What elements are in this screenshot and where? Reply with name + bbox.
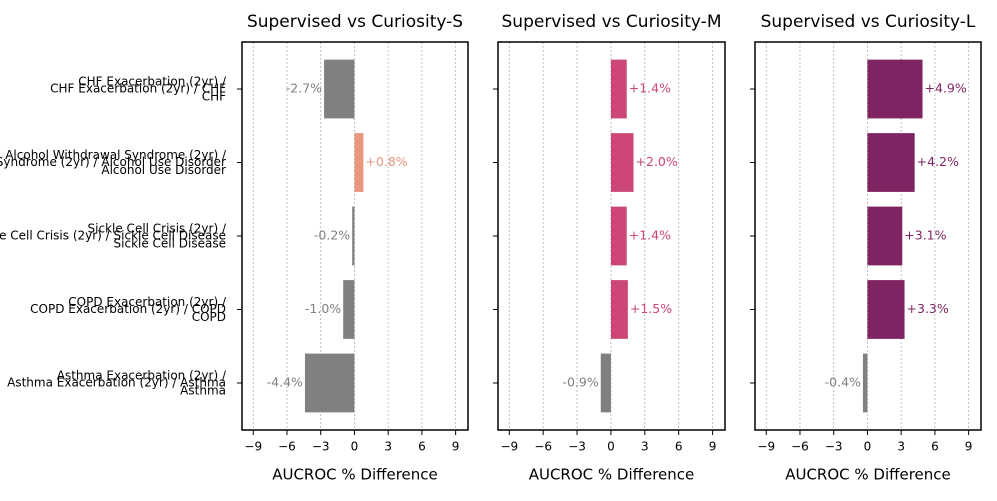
- value-label: -1.0%: [305, 301, 341, 316]
- y-tick-label: CHF Exacerbation (2yr) / CHFCHF Exacerba…: [50, 74, 227, 103]
- bar: [867, 206, 903, 266]
- value-label: +0.8%: [365, 154, 407, 169]
- x-tick-label: 0: [351, 440, 359, 454]
- bar: [610, 206, 627, 266]
- x-axis-label: AUCROC % Difference: [272, 466, 438, 484]
- value-label: -0.9%: [562, 374, 598, 389]
- bar: [352, 206, 355, 266]
- bar: [867, 133, 915, 192]
- value-label: -4.4%: [267, 374, 303, 389]
- value-label: +3.3%: [907, 301, 949, 316]
- x-tick-label: −6: [278, 440, 296, 454]
- bar: [304, 353, 355, 413]
- x-tick-label: 3: [897, 440, 905, 454]
- value-label: +2.0%: [636, 154, 678, 169]
- x-tick-label: 6: [675, 440, 683, 454]
- x-tick-label: 9: [452, 440, 460, 454]
- x-tick-label: 0: [864, 440, 872, 454]
- x-tick-label: −9: [757, 440, 775, 454]
- x-tick-label: −3: [825, 440, 843, 454]
- y-tick-label: Alcohol Withdrawal Syndrome (2yr) / Alco…: [0, 148, 227, 177]
- y-tick-label: Sickle Cell Crisis (2yr) / Sickle Cell D…: [0, 221, 227, 250]
- bar: [867, 280, 905, 339]
- chart-title: Supervised vs Curiosity-S: [247, 12, 463, 32]
- y-tick-label: Asthma Exacerbation (2yr) / AsthmaAsthma…: [7, 368, 227, 397]
- x-axis-label: AUCROC % Difference: [529, 466, 695, 484]
- value-label: +3.1%: [904, 228, 946, 243]
- x-tick-label: 9: [709, 440, 717, 454]
- x-tick-label: −3: [312, 440, 330, 454]
- bar: [324, 59, 355, 119]
- x-tick-label: −3: [568, 440, 586, 454]
- chart-title: Supervised vs Curiosity-M: [502, 12, 722, 32]
- bar: [862, 353, 868, 413]
- value-label: -0.4%: [825, 374, 861, 389]
- x-tick-label: −6: [534, 440, 552, 454]
- value-label: +4.9%: [925, 81, 967, 96]
- value-label: +4.2%: [917, 154, 959, 169]
- x-tick-label: −9: [500, 440, 518, 454]
- x-tick-label: −6: [791, 440, 809, 454]
- x-tick-label: 6: [931, 440, 939, 454]
- bar: [610, 59, 627, 119]
- bar: [610, 133, 634, 192]
- axes-frame: [497, 41, 726, 431]
- value-label: -2.7%: [286, 81, 322, 96]
- x-tick-label: 3: [641, 440, 649, 454]
- chart-title: Supervised vs Curiosity-L: [761, 12, 976, 32]
- x-tick-label: 3: [384, 440, 392, 454]
- x-tick-label: −9: [244, 440, 262, 454]
- x-tick-label: 0: [607, 440, 615, 454]
- bar: [867, 59, 923, 119]
- value-label: +1.4%: [629, 81, 671, 96]
- value-label: +1.5%: [630, 301, 672, 316]
- axes-frame: [241, 41, 469, 431]
- x-tick-label: 9: [965, 440, 973, 454]
- value-label: -0.2%: [314, 228, 350, 243]
- value-label: +1.4%: [629, 228, 671, 243]
- bar: [610, 280, 628, 339]
- bar: [600, 353, 611, 413]
- bar: [343, 280, 355, 339]
- bar: [354, 133, 364, 192]
- y-tick-label: COPD Exacerbation (2yr) / COPDCOPD Exace…: [30, 294, 227, 323]
- x-tick-label: 6: [418, 440, 426, 454]
- x-axis-label: AUCROC % Difference: [785, 466, 951, 484]
- axes-frame: [754, 41, 982, 431]
